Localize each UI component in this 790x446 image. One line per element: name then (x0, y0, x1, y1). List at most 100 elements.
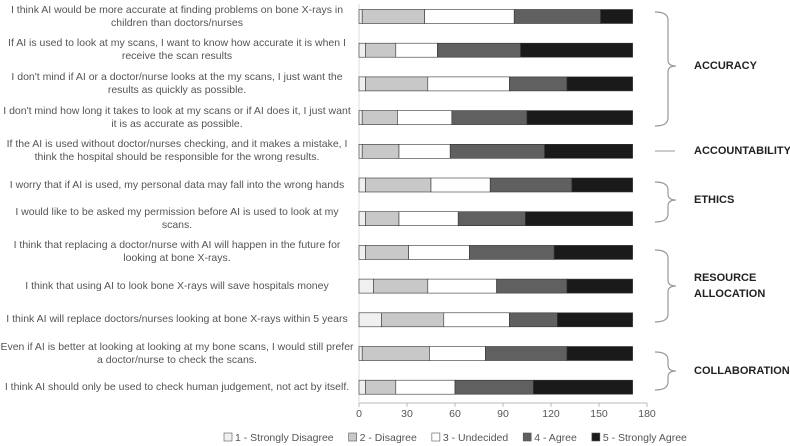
bar-segment (365, 211, 400, 226)
bar-segment (557, 312, 633, 328)
bracket (654, 11, 677, 127)
category-label: I don't mind how long it takes to look a… (3, 104, 351, 130)
bar-segment (533, 379, 633, 395)
bar-segment (395, 42, 438, 58)
bar-segment (449, 144, 545, 159)
category-label: If AI is used to look at my scans, I wan… (8, 37, 346, 63)
x-tick-label: 180 (638, 408, 656, 420)
bar-segment (358, 312, 382, 328)
bar-segment (373, 278, 429, 294)
bar-segment (553, 245, 633, 260)
bar-segment (430, 177, 491, 193)
bar-segment (358, 144, 363, 159)
bar-segment (361, 110, 398, 125)
bar-segment (361, 144, 400, 159)
legend-swatch (591, 432, 601, 442)
bar-segment (381, 312, 445, 328)
bar-segment (358, 278, 374, 294)
legend-swatch (348, 432, 357, 442)
bar-segment (509, 76, 568, 92)
bar-segment (600, 9, 633, 24)
bar-segment (571, 177, 633, 193)
category-label: I think AI should only be used to check … (4, 380, 350, 393)
category-label: Even if AI is better at looking at looki… (0, 340, 354, 366)
bar-segment (485, 346, 568, 361)
x-tick-label: 120 (542, 408, 560, 420)
group-label: ACCOUNTABILITY (694, 145, 790, 157)
legend-label: 2 - Disagree (360, 432, 417, 444)
group-label: ACCURACY (694, 60, 757, 72)
bar-segment (358, 76, 366, 92)
bar-segment (398, 144, 451, 159)
bar-segment (408, 245, 470, 260)
group-label: RESOURCE ALLOCATION (694, 272, 766, 300)
bar-segment (566, 278, 633, 294)
bar-segment (358, 346, 363, 361)
bar-segment (489, 177, 573, 193)
category-label: I think AI would be more accurate at fin… (10, 3, 344, 29)
bar-segment (358, 177, 366, 193)
bar-segment (358, 9, 363, 24)
bar-segment (566, 346, 633, 361)
bar-segment (469, 245, 555, 260)
bar-segment (365, 177, 432, 193)
category-label: I worry that if AI is used, my personal … (9, 178, 345, 191)
legend-label: 5 - Strongly Agree (603, 432, 687, 444)
bar-segment (395, 379, 456, 395)
bar-segment (358, 42, 366, 58)
bar-segment (520, 42, 633, 58)
category-label: I think AI will replace doctors/nurses l… (6, 313, 348, 326)
bar-segment (427, 76, 510, 92)
bar-segment (361, 9, 425, 24)
bar-segment (365, 379, 397, 395)
bar-segment (513, 9, 601, 24)
bar-segment (358, 110, 363, 125)
bar-segment (509, 312, 558, 328)
bracket (654, 181, 677, 223)
category-label: I would like to be asked my permission b… (15, 205, 339, 231)
x-tick-label: 90 (497, 408, 509, 420)
bar-segment (365, 245, 409, 260)
bar-segment (397, 110, 453, 125)
group-label: COLLABORATION (694, 365, 790, 377)
legend-label: 4 - Agree (534, 432, 577, 444)
bar-segment (496, 278, 568, 294)
bar-segment (544, 144, 633, 159)
bar-segment (437, 42, 521, 58)
bar-segment (358, 245, 366, 260)
bar-segment (361, 346, 430, 361)
bar-segment (429, 346, 486, 361)
x-tick-label: 150 (590, 408, 608, 420)
bar-segment (365, 42, 397, 58)
bar-segment (451, 110, 528, 125)
legend-swatch (431, 432, 441, 442)
bar-segment (358, 379, 366, 395)
category-label: I think that using AI to look bone X-ray… (25, 279, 329, 292)
legend-swatch (522, 432, 532, 442)
bar-segment (424, 9, 515, 24)
bar-segment (457, 211, 526, 226)
category-label: I think that replacing a doctor/nurse wi… (13, 239, 341, 265)
bar-segment (454, 379, 534, 395)
x-tick-label: 30 (401, 408, 413, 420)
bar-segment (398, 211, 459, 226)
bracket (654, 249, 677, 323)
legend-label: 1 - Strongly Disagree (235, 432, 334, 444)
group-label: ETHICS (694, 194, 735, 206)
category-label: I don't mind if AI or a doctor/nurse loo… (11, 70, 343, 96)
bar-segment (526, 110, 633, 125)
x-tick-label: 0 (356, 408, 362, 420)
bar-segment (427, 278, 497, 294)
x-tick-label: 60 (449, 408, 461, 420)
legend-label: 3 - Undecided (443, 432, 509, 444)
bar-segment (566, 76, 633, 92)
category-label: If the AI is used without doctor/nurses … (6, 138, 348, 164)
legend-swatch (223, 432, 233, 442)
bar-segment (443, 312, 510, 328)
bar-segment (358, 211, 366, 226)
bracket (654, 351, 677, 391)
bar-segment (365, 76, 429, 92)
bar-segment (525, 211, 633, 226)
